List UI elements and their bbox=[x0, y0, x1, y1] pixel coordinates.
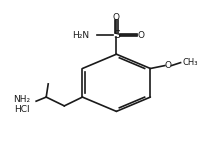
Text: O: O bbox=[112, 13, 119, 22]
Text: O: O bbox=[136, 31, 143, 40]
Text: NH₂: NH₂ bbox=[13, 95, 30, 104]
Text: HCl: HCl bbox=[14, 105, 30, 114]
Text: H₂N: H₂N bbox=[72, 31, 89, 40]
Text: O: O bbox=[164, 61, 171, 70]
Text: S: S bbox=[112, 30, 119, 40]
Text: CH₃: CH₃ bbox=[182, 58, 197, 67]
